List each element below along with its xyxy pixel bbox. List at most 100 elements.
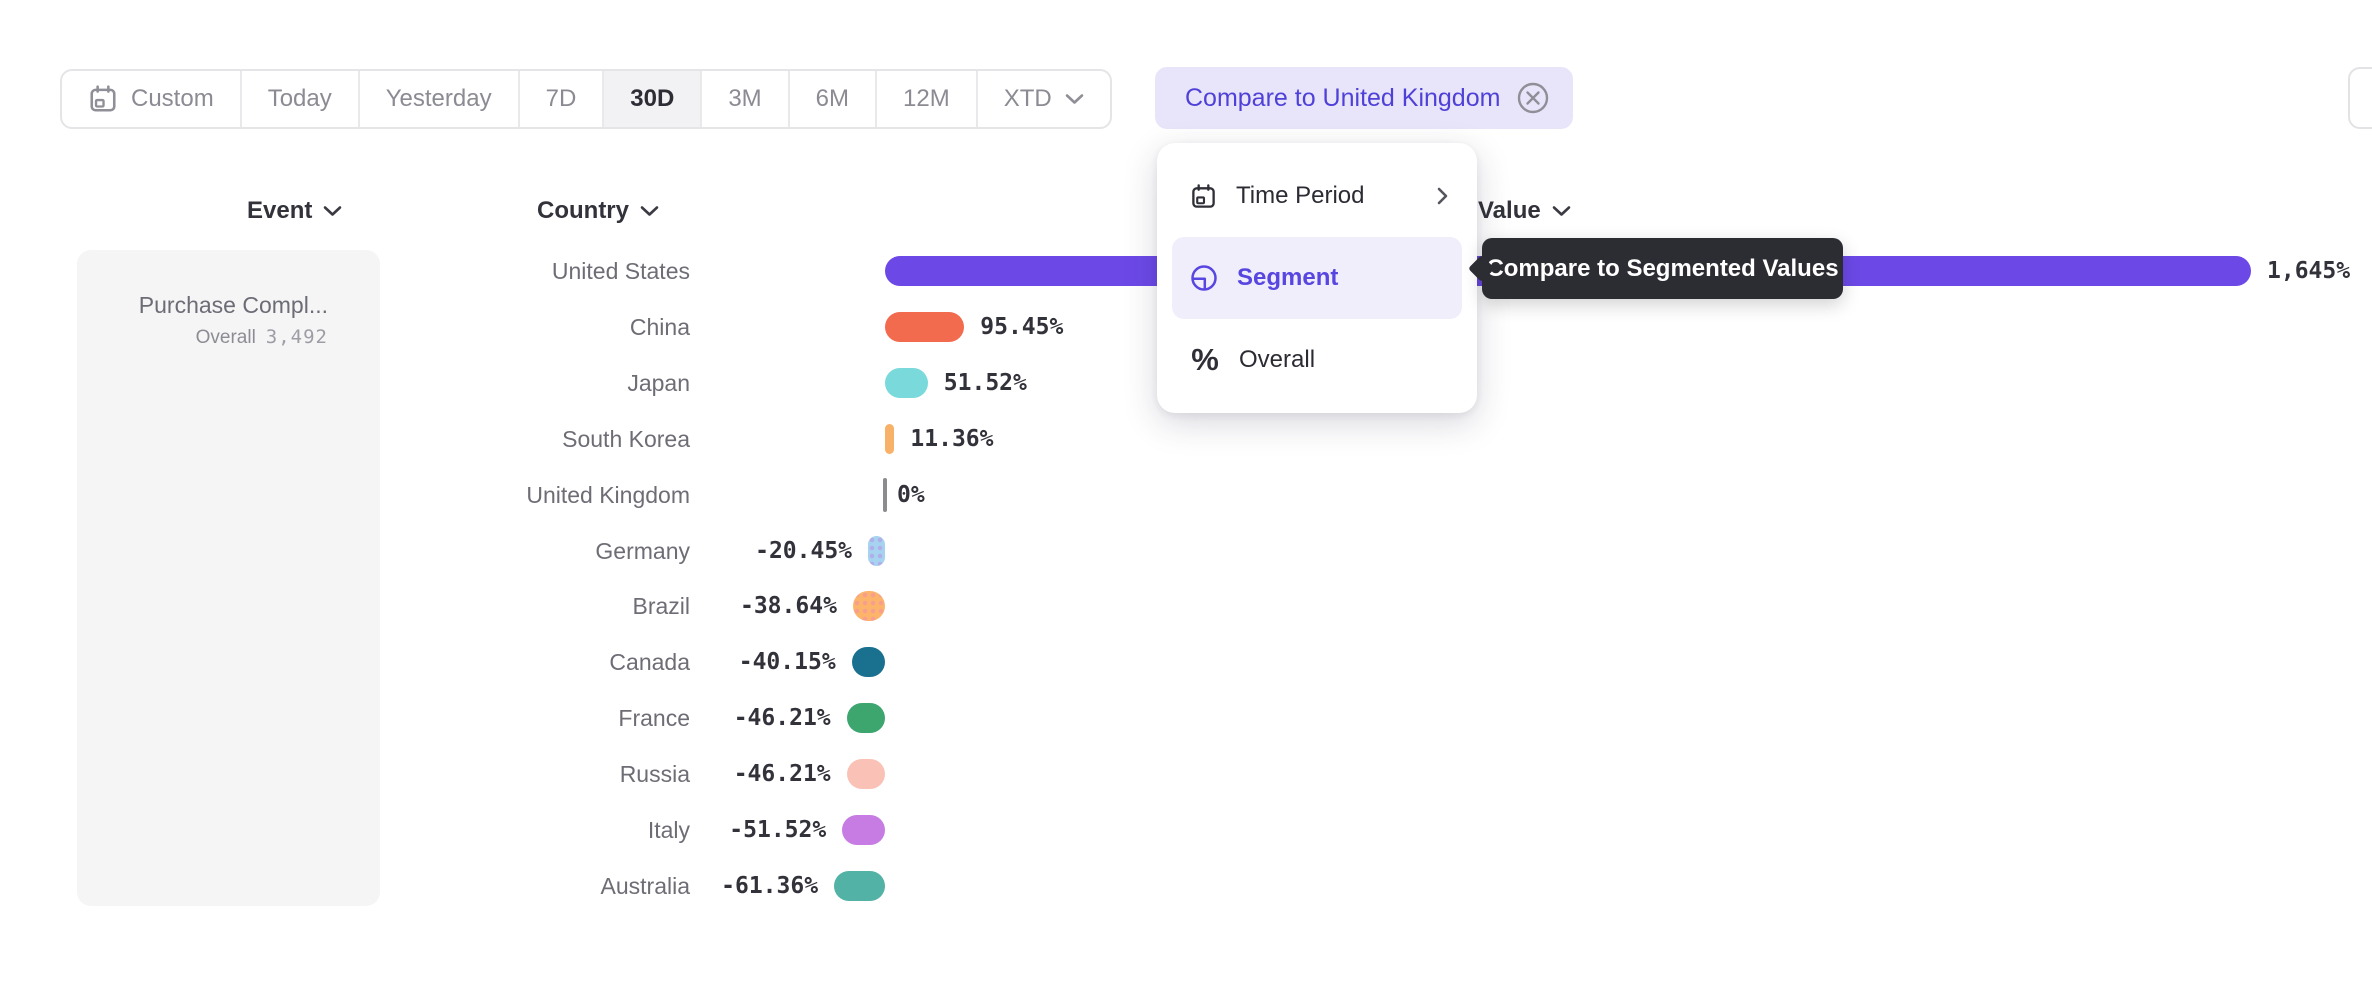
event-cell[interactable]: Purchase Compl... Overall 3,492 (77, 290, 328, 350)
chevron-down-icon (324, 206, 342, 216)
country-label[interactable]: Russia (619, 761, 690, 788)
bar-row-italy: Italy -51.52% (0, 815, 2372, 845)
date-range-6m[interactable]: 6M (790, 71, 877, 127)
event-name: Purchase Compl... (138, 292, 328, 318)
segment-tooltip: Compare to Segmented Values (1468, 238, 1843, 299)
date-range-label: Custom (131, 85, 214, 112)
chevron-down-icon (1065, 94, 1083, 104)
overall-value: 3,492 (265, 326, 328, 348)
value-bar[interactable] (885, 311, 965, 342)
date-range-yesterday[interactable]: Yesterday (360, 71, 520, 127)
value-label: -46.21% (733, 761, 831, 788)
bar-row-australia: Australia -61.36% (0, 870, 2372, 901)
country-label[interactable]: United States (551, 258, 690, 284)
tooltip-text: Compare to Segmented Values (1486, 254, 1839, 282)
menu-item-label: Overall (1239, 346, 1316, 373)
country-label[interactable]: United Kingdom (526, 481, 690, 508)
country-label[interactable]: France (618, 705, 690, 732)
date-range-30d[interactable]: 30D (604, 71, 703, 127)
value-bar[interactable] (846, 703, 885, 734)
calendar-icon (90, 85, 116, 112)
country-label[interactable]: China (629, 313, 690, 340)
value-bar[interactable] (868, 535, 885, 566)
event-panel: Purchase Compl... Overall 3,492 (77, 250, 380, 906)
menu-item-label: Segment (1237, 264, 1339, 291)
country-label[interactable]: Japan (627, 369, 690, 396)
date-range-today[interactable]: Today (242, 71, 360, 127)
value-bar[interactable] (834, 870, 885, 901)
date-range-xtd[interactable]: XTD (978, 71, 1110, 127)
menu-item-label: Time Period (1236, 182, 1365, 209)
value-label: 11.36% (910, 425, 994, 452)
column-header-event[interactable]: Event (247, 197, 342, 225)
calendar-icon (1192, 183, 1215, 208)
value-bar[interactable] (852, 591, 885, 622)
value-label: 0% (897, 481, 925, 508)
bar-row-france: France -46.21% (0, 703, 2372, 734)
column-header-value-label: Value (1478, 197, 1541, 224)
value-label: -46.21% (733, 705, 831, 732)
column-header-country-label: Country (537, 197, 629, 224)
value-label: 95.45% (980, 313, 1064, 340)
chevron-right-icon (1437, 187, 1448, 205)
value-bar[interactable] (842, 815, 885, 845)
value-label: -38.64% (739, 593, 837, 620)
country-label[interactable]: South Korea (562, 425, 690, 452)
bar-row-russia: Russia -46.21% (0, 759, 2372, 790)
date-range-7d[interactable]: 7D (520, 71, 605, 127)
event-overall-row: Overall 3,492 (77, 325, 328, 350)
column-header-country[interactable]: Country (537, 197, 659, 225)
bar-row-canada: Canada -40.15% (0, 647, 2372, 678)
value-label: -20.45% (755, 537, 853, 564)
compare-dropdown-menu: Time Period Segment% Overall (1157, 143, 1477, 413)
remove-comparison-icon[interactable] (1515, 80, 1551, 116)
date-range-label: XTD (1003, 85, 1052, 112)
segment-icon (1191, 265, 1217, 291)
country-label[interactable]: Germany (595, 537, 690, 564)
country-label[interactable]: Brazil (632, 593, 690, 620)
menu-item-segment[interactable]: Segment (1172, 237, 1462, 319)
date-range-label: 12M (903, 85, 950, 112)
value-label: 51.52% (943, 369, 1027, 396)
country-label[interactable]: Canada (609, 649, 690, 676)
bar-row-south-korea: South Korea 11.36% (0, 423, 2372, 454)
bar-row-china: China 95.45% (0, 311, 2372, 342)
menu-item-time-period[interactable]: Time Period (1157, 155, 1477, 237)
value-bar[interactable] (885, 423, 895, 454)
value-label: -40.15% (738, 649, 836, 676)
date-range-3m[interactable]: 3M (702, 71, 790, 127)
percent-icon: % (1191, 342, 1219, 377)
date-range-label: Today (267, 85, 332, 112)
date-range-label: 6M (815, 85, 849, 112)
bar-row-germany: Germany -20.45% (0, 535, 2372, 566)
value-bar[interactable] (885, 367, 928, 398)
value-bar[interactable] (883, 477, 887, 512)
column-header-event-label: Event (247, 197, 313, 224)
column-header-value[interactable]: Value (1478, 197, 1571, 225)
chevron-down-icon (1552, 206, 1571, 216)
country-label[interactable]: Australia (600, 872, 690, 899)
value-label: -61.36% (721, 872, 819, 899)
date-range-12m[interactable]: 12M (877, 71, 978, 127)
date-range-label: 30D (630, 85, 675, 112)
value-bar[interactable] (846, 759, 885, 790)
date-range-toolbar: Custom Today Yesterday 7D 30D 3M 6M 12M XTD (60, 69, 1112, 129)
date-range-label: 7D (545, 85, 577, 112)
compare-chip[interactable]: Compare to United Kingdom (1155, 67, 1574, 129)
chevron-down-icon (640, 206, 659, 216)
date-range-label: Yesterday (385, 85, 492, 112)
partial-toolbar-button[interactable] (2348, 67, 2372, 129)
compare-chip-label: Compare to United Kingdom (1185, 83, 1501, 112)
date-range-custom[interactable]: Custom (62, 71, 242, 127)
value-label: -51.52% (729, 817, 827, 843)
bar-row-united-kingdom: United Kingdom 0% (0, 477, 2372, 512)
bar-row-brazil: Brazil -38.64% (0, 591, 2372, 622)
menu-item-overall[interactable]: % Overall (1157, 319, 1477, 401)
date-range-label: 3M (728, 85, 762, 112)
overall-label: Overall (195, 327, 256, 348)
value-bar[interactable] (851, 647, 885, 678)
country-label[interactable]: Italy (647, 817, 690, 843)
bar-row-japan: Japan 51.52% (0, 367, 2372, 398)
